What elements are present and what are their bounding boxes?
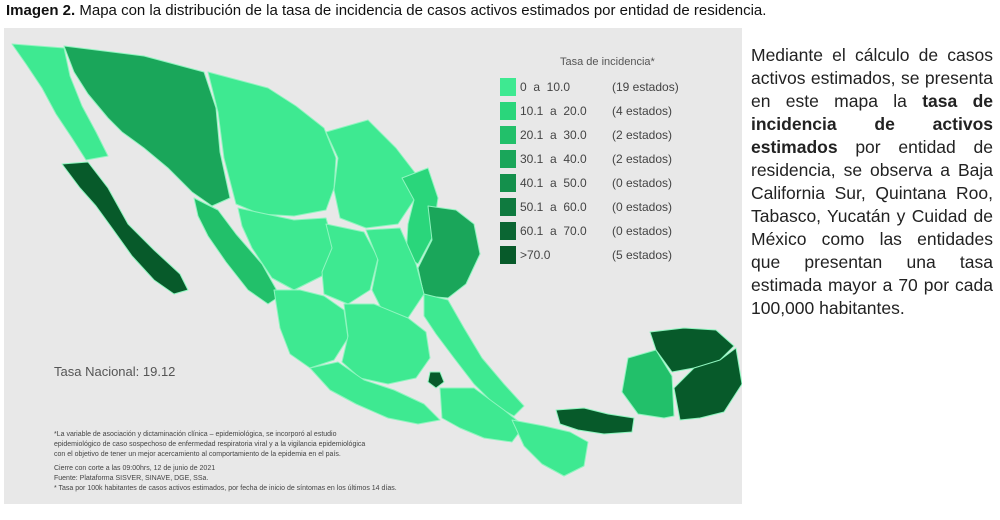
legend-range: 10.1 a 20.0 xyxy=(520,104,587,118)
national-rate-label: Tasa Nacional: 19.12 xyxy=(54,364,176,379)
legend-count: (2 estados) xyxy=(612,128,673,142)
legend-item: >70.0 (5 estados) xyxy=(500,246,730,264)
footnote-line: *La variable de asociación y dictaminaci… xyxy=(54,431,337,438)
caption-label: Imagen 2. xyxy=(6,2,76,19)
legend-swatch xyxy=(500,246,516,264)
description-bold: tasa de incidencia de activos estimados xyxy=(751,91,994,157)
legend-title: Tasa de incidencia* xyxy=(560,56,655,68)
figure-caption: Imagen 2. Mapa con la distribución de la… xyxy=(6,2,766,19)
legend-swatch xyxy=(500,102,516,120)
legend-range: 20.1 a 30.0 xyxy=(520,128,587,142)
legend-count: (0 estados) xyxy=(612,200,673,214)
map-footnotes: *La variable de asociación y dictaminaci… xyxy=(54,430,474,494)
legend-count: (2 estados) xyxy=(612,152,673,166)
state-ciudad-de-mexico xyxy=(427,371,445,389)
state-tabasco xyxy=(555,407,635,435)
legend-swatch xyxy=(500,126,516,144)
footnote-line: con el objetivo de tener un mejor acerca… xyxy=(54,451,341,458)
legend-range: 0 a 10.0 xyxy=(520,80,571,94)
state-coahuila xyxy=(325,119,417,229)
legend-range: 60.1 a 70.0 xyxy=(520,224,587,238)
legend-swatch xyxy=(500,174,516,192)
legend-range: 30.1 a 40.0 xyxy=(520,152,587,166)
legend-count: (19 estados) xyxy=(612,80,679,94)
footnote-line: Fuente: Plataforma SISVER, SINAVE, DGE, … xyxy=(54,475,209,482)
legend-range: >70.0 xyxy=(520,248,551,262)
state-sonora xyxy=(63,45,231,207)
map-panel: Tasa de incidencia* 0 a 10.0 (19 estados… xyxy=(4,28,742,504)
caption-text: Mapa con la distribución de la tasa de i… xyxy=(79,2,767,19)
state-tamaulipas xyxy=(417,205,481,299)
state-baja-california-sur xyxy=(61,161,189,295)
legend-item: 0 a 10.0 (19 estados) xyxy=(500,78,730,96)
legend-range: 40.1 a 50.0 xyxy=(520,176,587,190)
state-veracruz xyxy=(423,293,525,417)
legend-item: 50.1 a 60.0 (0 estados) xyxy=(500,198,730,216)
footnote-line: epidemiológico de caso sospechoso de enf… xyxy=(54,441,366,448)
legend-count: (0 estados) xyxy=(612,224,673,238)
state-sinaloa xyxy=(193,197,281,305)
description-body: por entidad de residencia, se observa a … xyxy=(751,137,993,318)
state-baja-california xyxy=(11,43,109,161)
state-jalisco-nayarit xyxy=(273,289,349,369)
footnote-line: * Tasa por 100k habitantes de casos acti… xyxy=(54,485,397,492)
state-chihuahua xyxy=(207,71,337,217)
legend-swatch xyxy=(500,222,516,240)
description-intro: Mediante el cálculo de casos activos est… xyxy=(751,45,993,111)
state-quintana-roo xyxy=(673,347,742,421)
legend-item: 60.1 a 70.0 (0 estados) xyxy=(500,222,730,240)
legend-swatch xyxy=(500,78,516,96)
legend-range: 50.1 a 60.0 xyxy=(520,200,587,214)
legend-item: 40.1 a 50.0 (0 estados) xyxy=(500,174,730,192)
state-nuevo-leon xyxy=(401,167,439,265)
legend-count: (0 estados) xyxy=(612,176,673,190)
legend-item: 10.1 a 20.0 (4 estados) xyxy=(500,102,730,120)
state-michoacan-guerrero xyxy=(309,361,441,425)
state-durango xyxy=(237,207,335,291)
legend-count: (5 estados) xyxy=(612,248,673,262)
legend-item: 20.1 a 30.0 (2 estados) xyxy=(500,126,730,144)
legend-swatch xyxy=(500,150,516,168)
legend-swatch xyxy=(500,198,516,216)
footnote-line: Cierre con corte a las 09:00hrs, 12 de j… xyxy=(54,465,216,472)
legend-item: 30.1 a 40.0 (2 estados) xyxy=(500,150,730,168)
description-paragraph: Mediante el cálculo de casos activos est… xyxy=(751,44,993,320)
state-oaxaca xyxy=(439,387,525,443)
state-chiapas xyxy=(511,419,589,477)
legend-count: (4 estados) xyxy=(612,104,673,118)
mexico-map xyxy=(11,43,742,477)
state-central-region xyxy=(341,303,431,385)
